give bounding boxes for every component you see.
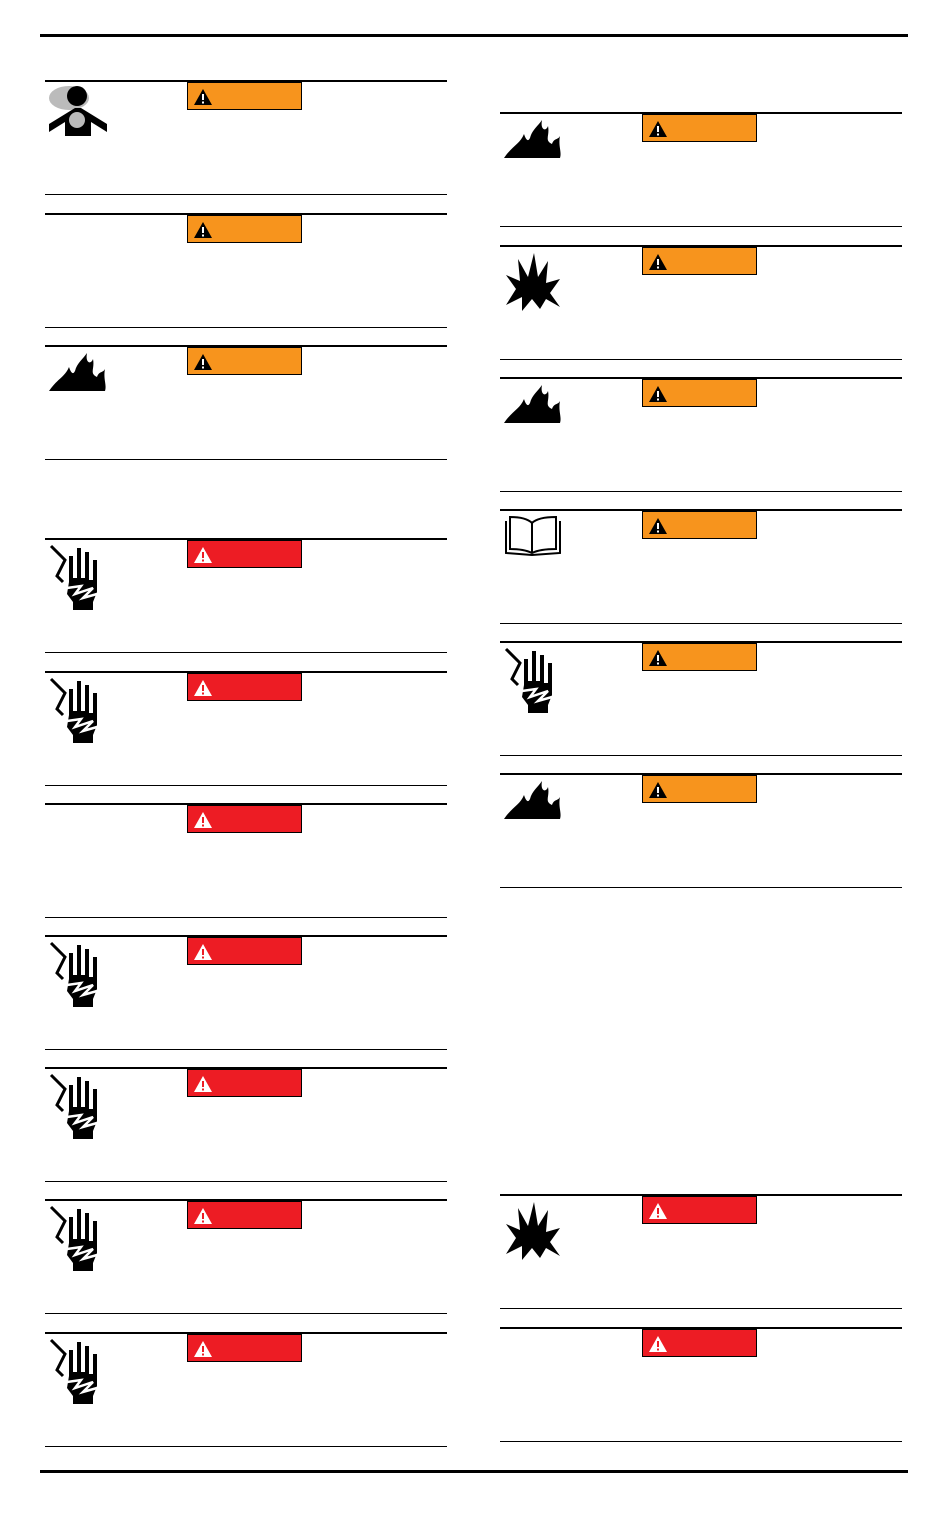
safety-message-panel — [45, 345, 447, 460]
electric-shock-icon — [502, 645, 564, 715]
safety-message-panel — [500, 1327, 902, 1442]
danger-signal-badge — [187, 1334, 302, 1362]
warning-signal-badge — [187, 215, 302, 243]
read-manual-icon — [502, 513, 564, 583]
electric-shock-icon — [47, 542, 109, 612]
safety-message-panel — [45, 213, 447, 328]
danger-signal-badge — [642, 1329, 757, 1357]
explosion-icon — [502, 249, 564, 319]
safety-message-panel — [500, 112, 902, 227]
safety-message-panel — [45, 80, 447, 195]
electric-shock-icon — [47, 1071, 109, 1141]
safety-message-panel — [500, 641, 902, 756]
electric-shock-icon — [47, 1336, 109, 1406]
warning-signal-badge — [642, 379, 757, 407]
safety-message-panel — [45, 538, 447, 653]
safety-message-panel — [45, 671, 447, 786]
explosion-icon — [502, 1198, 564, 1268]
warning-signal-badge — [642, 775, 757, 803]
danger-signal-badge — [187, 1069, 302, 1097]
safety-message-panel — [500, 509, 902, 624]
fire-icon — [502, 116, 564, 186]
safety-message-panel — [500, 773, 902, 888]
warning-signal-badge — [187, 82, 302, 110]
safety-message-panel — [500, 245, 902, 360]
warning-signal-badge — [642, 643, 757, 671]
page-top-rule — [40, 34, 908, 37]
danger-signal-badge — [187, 805, 302, 833]
safety-message-panel — [45, 803, 447, 918]
danger-signal-badge — [187, 937, 302, 965]
safety-message-panel — [45, 1332, 447, 1447]
safety-message-panel — [500, 1194, 902, 1309]
safety-message-panel — [45, 1199, 447, 1314]
safety-message-panel — [45, 935, 447, 1050]
safety-message-panel — [500, 377, 902, 492]
inhalation-hazard-icon — [47, 84, 109, 154]
danger-signal-badge — [187, 540, 302, 568]
warning-signal-badge — [642, 114, 757, 142]
fire-icon — [502, 777, 564, 847]
fire-icon — [47, 349, 109, 419]
electric-shock-icon — [47, 675, 109, 745]
safety-message-panel — [45, 1067, 447, 1182]
fire-icon — [502, 381, 564, 451]
warning-signal-badge — [642, 247, 757, 275]
electric-shock-icon — [47, 939, 109, 1009]
warning-signal-badge — [642, 511, 757, 539]
warning-signal-badge — [187, 347, 302, 375]
page-bottom-rule — [40, 1470, 908, 1473]
electric-shock-icon — [47, 1203, 109, 1273]
danger-signal-badge — [187, 1201, 302, 1229]
danger-signal-badge — [187, 673, 302, 701]
danger-signal-badge — [642, 1196, 757, 1224]
